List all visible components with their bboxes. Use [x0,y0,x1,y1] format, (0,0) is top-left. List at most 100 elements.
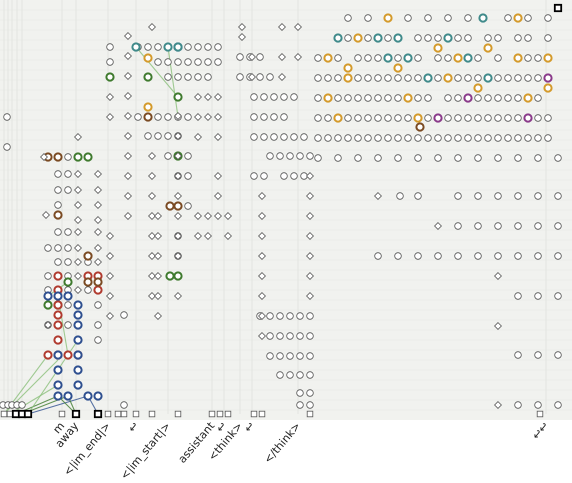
feature-node [53,210,63,220]
feature-node [276,332,284,340]
feature-node [344,94,352,102]
x-tick-label: <|im_start|> [118,420,173,483]
error-node [106,113,114,121]
feature-node [184,113,192,121]
feature-node [554,351,562,359]
feature-node [474,54,482,62]
feature-node [414,94,422,102]
error-node [154,232,162,240]
feature-node [194,73,202,81]
feature-node [256,53,264,61]
feature-node [494,94,502,102]
feature-node [414,74,422,82]
feature-node [290,93,298,101]
feature-node [54,228,62,236]
error-node [278,23,286,31]
feature-node [504,14,512,22]
error-node [306,272,314,280]
feature-node [334,154,342,162]
error-node [258,332,266,340]
feature-node [314,94,322,102]
feature-node [444,14,452,22]
error-node [278,53,286,61]
error-node [214,172,222,180]
feature-node [403,93,413,103]
feature-node [44,272,52,280]
feature-node [296,389,304,397]
feature-node [43,350,53,360]
feature-node [354,114,362,122]
feature-node [494,54,502,62]
feature-node [344,134,352,142]
feature-node [374,134,382,142]
feature-node [434,134,442,142]
embedding-node [553,3,563,13]
feature-node [364,14,372,22]
error-node [174,252,182,260]
feature-node [154,43,162,51]
error-node [94,258,102,266]
feature-node [454,154,462,162]
feature-node [164,73,172,81]
feature-node [524,74,532,82]
error-node [106,292,114,300]
feature-node [393,63,403,73]
feature-node [64,301,72,309]
embedding-node [258,410,266,418]
error-node [106,93,114,101]
feature-node [474,252,482,260]
row-guide-lines [0,9,572,411]
feature-node [404,134,412,142]
feature-node [474,192,482,200]
feature-node [173,271,183,281]
feature-node [165,201,175,211]
feature-node [83,152,93,162]
error-node [124,192,132,200]
feature-node [250,113,258,121]
feature-node [143,112,153,122]
feature-node [266,332,274,340]
feature-node [434,252,442,260]
feature-node [334,54,342,62]
feature-node [64,244,72,252]
feature-node [443,33,453,43]
error-node [174,112,182,120]
feature-node [554,252,562,260]
feature-node [174,73,182,81]
feature-node [454,134,462,142]
error-node [194,133,202,141]
error-node [258,292,266,300]
error-node [124,212,132,220]
feature-node [306,312,314,320]
feature-node [164,152,172,160]
feature-node [54,201,62,209]
feature-node [473,83,483,93]
feature-node [286,312,294,320]
feature-node [270,113,278,121]
error-node [494,272,502,280]
feature-node [73,380,83,390]
feature-node [53,152,63,162]
feature-node [296,352,304,360]
feature-node [514,114,522,122]
feature-node [53,380,63,390]
feature-node [314,114,322,122]
feature-node [43,300,53,310]
feature-node [236,73,244,81]
feature-node [374,94,382,102]
error-node [306,292,314,300]
feature-node [334,94,342,102]
feature-node [64,170,72,178]
feature-node [454,74,462,82]
error-node [148,272,156,280]
feature-node [286,152,294,160]
feature-node [344,114,352,122]
feature-node [353,33,363,43]
feature-node [73,320,83,330]
error-node [306,192,314,200]
feature-node [343,63,353,73]
embedding-node [23,409,33,419]
feature-node [93,391,103,401]
feature-node [414,134,422,142]
